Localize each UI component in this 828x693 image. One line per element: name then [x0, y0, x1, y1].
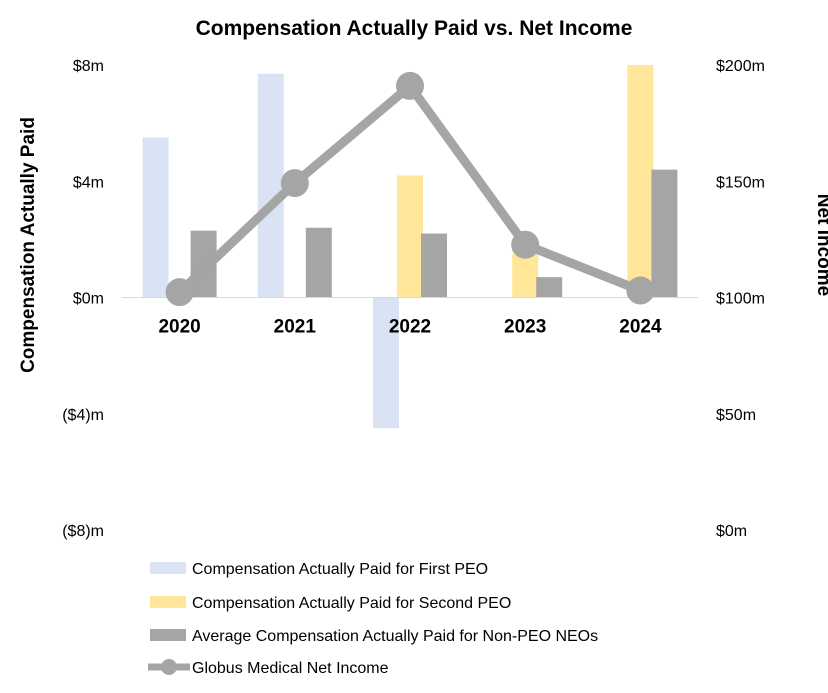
bar-non-peo-neos-2021 [305, 227, 332, 298]
left-tick-label: ($8)m [62, 523, 104, 540]
bar-second-peo-2022 [397, 175, 423, 298]
net-income-marker-2024 [626, 276, 655, 305]
right-axis-label: Net Income [813, 194, 828, 296]
legend-label: Compensation Actually Paid for First PEO [192, 561, 488, 578]
left-tick-label: ($4)m [62, 407, 104, 424]
right-tick-label: $0m [716, 523, 747, 540]
legend-swatch [150, 629, 186, 641]
legend-label: Compensation Actually Paid for Second PE… [192, 595, 511, 612]
bar-second-peo-2023 [512, 253, 539, 298]
left-axis-ticks: $8m $4m $0m ($4)m ($8)m [62, 58, 104, 540]
category-label: 2020 [158, 317, 200, 338]
left-axis-label: Compensation Actually Paid [18, 117, 39, 373]
net-income-marker-2020 [165, 278, 194, 307]
category-labels: 2020 2021 2022 2023 2024 [158, 317, 662, 338]
legend: Compensation Actually Paid for First PEO… [148, 561, 598, 677]
bar-non-peo-neos-2024 [651, 169, 678, 298]
category-label: 2024 [619, 317, 662, 338]
bar-non-peo-neos-2022 [421, 233, 447, 298]
bar-non-peo-neos-2023 [536, 277, 563, 298]
bar-first-peo-2021 [257, 73, 284, 298]
category-label: 2022 [389, 317, 431, 338]
legend-swatch [150, 562, 186, 574]
left-tick-label: $4m [73, 174, 104, 191]
legend-swatch [150, 596, 186, 608]
right-tick-label: $100m [716, 291, 765, 308]
bars [142, 65, 678, 429]
net-income-marker-2021 [280, 169, 309, 198]
category-label: 2021 [274, 317, 317, 338]
chart-title: Compensation Actually Paid vs. Net Incom… [196, 17, 633, 40]
net-income-marker-2022 [396, 71, 424, 100]
right-axis-ticks: $200m $150m $100m $50m $0m [716, 58, 765, 540]
right-tick-label: $150m [716, 174, 765, 191]
legend-label: Average Compensation Actually Paid for N… [192, 628, 598, 645]
bar-first-peo-2022 [373, 297, 399, 429]
right-tick-label: $200m [716, 58, 765, 75]
net-income-marker-2023 [511, 230, 540, 259]
bar-second-peo-2024 [627, 65, 654, 298]
bar-first-peo-2020 [142, 137, 169, 298]
legend-label: Globus Medical Net Income [192, 660, 389, 677]
right-tick-label: $50m [716, 407, 756, 424]
left-tick-label: $0m [73, 291, 104, 308]
net-income-line [165, 71, 655, 307]
left-tick-label: $8m [73, 58, 104, 75]
legend-marker [161, 659, 177, 675]
category-label: 2023 [504, 317, 546, 338]
